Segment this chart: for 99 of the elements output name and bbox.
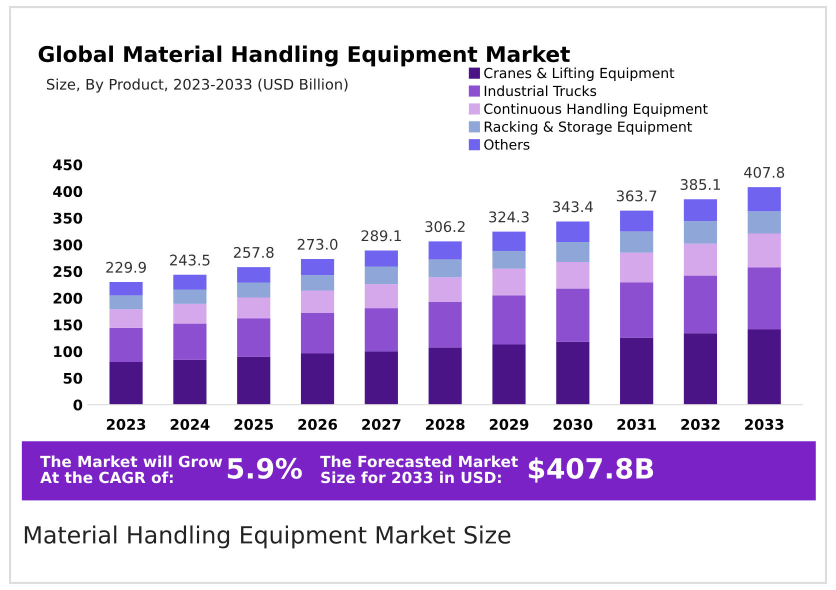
total-label: 363.7 <box>616 190 656 202</box>
y-tick-label: 100 <box>54 346 82 358</box>
x-tick-label: 2023 <box>106 418 146 430</box>
bar <box>748 233 781 268</box>
total-label: 289.1 <box>362 230 401 242</box>
x-tick-label: 2026 <box>298 418 338 430</box>
bar <box>109 295 143 310</box>
bar <box>428 348 462 405</box>
text: Material Handling Equipment Market Size <box>24 525 510 548</box>
bar <box>364 266 398 284</box>
bar <box>492 232 526 252</box>
bar <box>109 282 143 296</box>
bar <box>556 288 590 342</box>
bar <box>109 362 143 405</box>
bar <box>748 187 781 212</box>
bar <box>620 252 654 283</box>
bar <box>173 360 206 405</box>
y-tick-label: 0 <box>73 399 82 410</box>
x-tick-label: 2033 <box>745 418 784 430</box>
bar <box>620 338 654 405</box>
bar <box>684 333 718 405</box>
bar <box>620 282 654 338</box>
total-label: 229.9 <box>106 262 146 273</box>
bar <box>748 330 781 405</box>
bar <box>237 356 270 405</box>
chart-subtitle: Size, By Product, 2023-2033 (USD Billion) <box>46 78 348 93</box>
bar <box>173 289 206 304</box>
y-tick-label: 350 <box>53 212 82 224</box>
bar <box>173 324 206 360</box>
bar <box>556 342 590 405</box>
bar <box>364 351 398 405</box>
bar <box>300 354 334 405</box>
bar <box>428 259 462 278</box>
x-tick-label: 2024 <box>170 418 210 430</box>
y-tick-label: 50 <box>64 372 82 384</box>
x-tick-label: 2031 <box>617 418 656 430</box>
x-tick-label: 2032 <box>681 418 720 430</box>
text: The Market will Grow At the CAGR of: <box>40 455 222 484</box>
bar <box>364 250 398 267</box>
bar <box>620 231 654 253</box>
bar <box>364 284 398 308</box>
bar <box>237 297 270 318</box>
total-label: 385.1 <box>680 178 720 190</box>
y-tick-label: 300 <box>53 239 82 250</box>
bar <box>428 302 462 348</box>
bar <box>109 328 143 362</box>
total-label: 306.2 <box>425 221 465 232</box>
bar <box>748 211 781 234</box>
x-tick-label: 2027 <box>362 418 400 430</box>
bar <box>300 259 334 276</box>
y-tick-label: 400 <box>53 186 82 198</box>
bar <box>492 268 526 296</box>
bar <box>684 199 718 222</box>
bar <box>684 221 718 244</box>
bar <box>173 304 206 324</box>
bar <box>237 318 270 357</box>
y-tick-label: 200 <box>54 292 82 304</box>
bar <box>300 275 334 291</box>
y-tick-label: 250 <box>54 266 82 278</box>
chart-title: Global Material Handling Equipment Market <box>38 46 570 67</box>
bar <box>556 242 590 262</box>
bar <box>428 277 462 302</box>
bar <box>684 244 718 276</box>
legend-label: Cranes & Lifting Equipment <box>484 68 674 81</box>
y-tick-label: 450 <box>53 159 82 170</box>
bar <box>492 251 526 269</box>
legend-label: Racking & Storage Equipment <box>484 121 692 135</box>
total-label: 273.0 <box>298 238 338 250</box>
bar <box>300 312 334 354</box>
legend-label: Others <box>484 139 530 150</box>
x-tick-label: 2029 <box>490 418 528 430</box>
x-tick-label: 2028 <box>426 418 465 430</box>
text: The Forecasted Market Size for 2033 in USD: <box>320 455 518 484</box>
legend-label: Continuous Handling Equipment <box>484 103 708 117</box>
bar <box>748 267 781 330</box>
bar <box>237 282 270 298</box>
total-label: 243.5 <box>170 254 210 266</box>
bar <box>364 308 398 352</box>
bar <box>428 241 462 260</box>
total-label: 324.3 <box>489 211 529 222</box>
text: 5.9% <box>228 458 302 479</box>
bar <box>556 221 590 242</box>
bar <box>556 262 590 289</box>
bar <box>173 274 206 290</box>
bar <box>300 290 334 313</box>
bar <box>620 210 654 232</box>
x-tick-label: 2025 <box>234 418 273 430</box>
total-label: 257.8 <box>234 246 274 258</box>
legend-label: Industrial Trucks <box>484 85 596 96</box>
bar <box>492 344 526 405</box>
bar <box>109 309 143 328</box>
bar <box>237 267 270 283</box>
text: $407.8B <box>528 457 654 483</box>
x-tick-label: 2030 <box>554 418 592 430</box>
bar <box>492 295 526 344</box>
bar <box>684 276 718 334</box>
total-label: 343.4 <box>553 201 593 212</box>
y-tick-label: 150 <box>54 319 82 330</box>
total-label: 407.8 <box>744 166 784 178</box>
